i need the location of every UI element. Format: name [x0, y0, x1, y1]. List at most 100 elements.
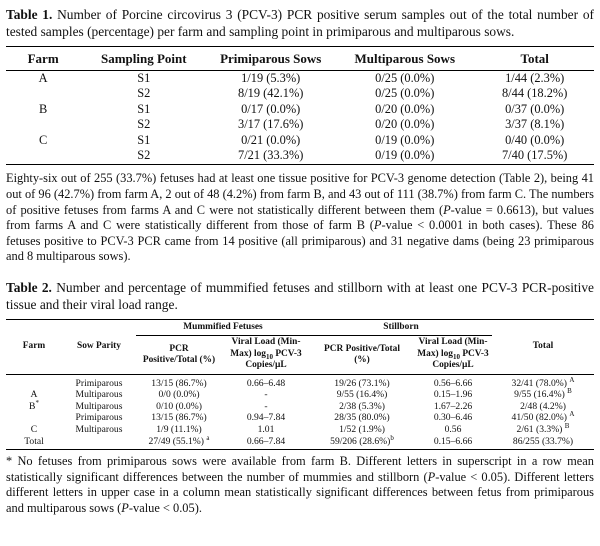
significance-letter: B [564, 421, 570, 430]
table2-cell-mum-pcr: 27/49 (55.1%) a [136, 433, 222, 451]
table1-header: Multiparous Sows [334, 46, 476, 71]
table2-cell-still-vl: 0.15–1.96 [433, 389, 473, 401]
table2: Farm Sow Parity Mummified Fetuses Stillb… [6, 318, 594, 451]
table2-cell-still-vl: 0.56 [444, 424, 462, 435]
table1-row: B S1 0/17 (0.0%) 0/20 (0.0%) 0/37 (0.0%) [6, 102, 594, 117]
table2-footnote: * No fetuses from primiparous sows were … [6, 454, 594, 516]
table1-cell [6, 117, 80, 132]
table2-cell-mum-vl: - [264, 389, 268, 401]
table1-cell: 3/17 (17.6%) [238, 117, 304, 132]
table2-header-mum-viral-load: Viral Load (Min-Max) log10 PCV-3 Copies/… [222, 335, 310, 375]
table2-cell-total: 2/61 (3.3%) B [492, 421, 594, 436]
table2-group-header-row: Farm Sow Parity Mummified Fetuses Stillb… [6, 318, 594, 375]
table2-cell-parity: Primiparous [75, 377, 123, 389]
table1-header: Sampling Point [80, 46, 208, 71]
table1-cell: 8/44 (18.2%) [501, 86, 568, 101]
significance-letter: b [390, 433, 394, 442]
table2-cell-farm: C [30, 424, 38, 435]
table1-cell: S2 [137, 117, 151, 132]
table1-caption: Table 1. Number of Porcine circovirus 3 … [6, 6, 594, 40]
table1-cell: 0/37 (0.0%) [505, 101, 565, 116]
table1-cell: B [39, 101, 48, 116]
table2-row: Primiparous 13/15 (86.7%) 0.66–6.48 19/2… [6, 374, 594, 389]
table1-cell: 1/44 (2.3%) [505, 71, 565, 85]
paragraph-text: -value = 0.6613), but values from farms … [6, 202, 594, 233]
table1-cell: 0/19 (0.0%) [334, 148, 476, 166]
table2-header-farm: Farm [6, 319, 62, 375]
table1-cell: 0/40 (0.0%) [505, 132, 565, 147]
table1-row: S2 8/19 (42.1%) 0/25 (0.0%) 8/44 (18.2%) [6, 86, 594, 101]
table2-header-still-viral-load: Viral Load (Min-Max) log10 PCV-3 Copies/… [414, 335, 492, 375]
table2-cell-farm: B* [6, 398, 62, 413]
table2-row: C Multiparous 1/9 (11.1%) 1.01 1/52 (1.9… [6, 421, 594, 436]
table2-cell-still-vl: 0.15–6.66 [414, 435, 492, 451]
table1-cell: 7/40 (17.5%) [475, 148, 594, 166]
table1-cell: 8/19 (42.1%) [238, 86, 304, 101]
table1: Farm Sampling Point Primiparous Sows Mul… [6, 46, 594, 166]
table2-row: B* Multiparous 0/10 (0.0%) - 2/38 (5.3%)… [6, 398, 594, 413]
table2-cell-still-pcr: 28/35 (80.0%) [334, 412, 390, 424]
table1-row: C S1 0/21 (0.0%) 0/19 (0.0%) 0/40 (0.0%) [6, 133, 594, 148]
table1-cell: A [38, 71, 48, 85]
footnote-marker: * [35, 398, 39, 407]
footnote-text: -value < 0.05). [128, 500, 202, 515]
table2-cell-still-pcr: 19/26 (73.1%) [334, 377, 390, 389]
table1-cell: S2 [137, 86, 151, 101]
table2-cell-still-pcr: 59/206 (28.6%)b [310, 433, 414, 451]
table2-header-still-pcr: PCR Positive/Total (%) [310, 335, 414, 375]
cell-text: 41/50 (82.0%) [511, 412, 567, 424]
table1-row: A S1 1/19 (5.3%) 0/25 (0.0%) 1/44 (2.3%) [6, 71, 594, 87]
table2-header-mum-pcr: PCR Positive/Total (%) [136, 335, 222, 375]
table2-cell-mum-pcr: 0/0 (0.0%) [158, 389, 200, 401]
significance-letter: a [206, 433, 210, 442]
significance-letter: B [567, 387, 572, 396]
table2-cell-still-vl: 0.56–6.66 [433, 377, 473, 389]
table2-group-mummified: Mummified Fetuses [136, 318, 310, 337]
table2-cell-farm [6, 374, 62, 389]
table2-cell-total: 41/50 (82.0%) A [492, 411, 594, 424]
table1-cell: 3/37 (8.1%) [505, 117, 565, 132]
table2-cell-farm: A [30, 389, 38, 401]
table1-cell: 0/25 (0.0%) [375, 86, 435, 101]
table2-cell-mum-vl: - [264, 400, 268, 412]
significance-letter: A [569, 375, 575, 384]
table1-cell: 0/17 (0.0%) [241, 101, 301, 116]
table1-cell: 7/21 (33.3%) [207, 148, 335, 166]
table2-cell-farm: Total [6, 435, 62, 451]
table1-cell: S1 [137, 132, 151, 147]
table2-cell-mum-vl: 0.66–7.84 [222, 435, 310, 451]
table1-cell [6, 86, 80, 101]
table1-header: Total [475, 46, 594, 71]
table2-cell-mum-pcr: 1/9 (11.1%) [156, 424, 202, 435]
table2-total-row: Total 27/49 (55.1%) a 0.66–7.84 59/206 (… [6, 433, 594, 451]
table2-cell-parity: Multiparous [75, 400, 123, 412]
table2-header-total: Total [492, 319, 594, 375]
p-value-symbol: P [427, 469, 436, 484]
table2-cell-mum-vl: 0.94–7.84 [246, 412, 286, 424]
cell-text: 2/61 (3.3%) [516, 424, 563, 435]
header-subscript: 10 [265, 352, 273, 361]
table1-header-row: Farm Sampling Point Primiparous Sows Mul… [6, 46, 594, 71]
table2-sub-header-row: PCR Positive/Total (%) Viral Load (Min-M… [6, 335, 594, 375]
table2-cell-parity: Multiparous [75, 389, 123, 401]
header-text: Viral Load (Min-Max) log [417, 337, 488, 359]
header-text: PCV-3 Copies/µL [432, 348, 489, 371]
table1-cell: 0/25 (0.0%) [375, 71, 435, 85]
table2-cell-mum-pcr: 13/15 (86.7%) [151, 412, 207, 424]
table2-row: Primiparous 13/15 (86.7%) 0.94–7.84 28/3… [6, 411, 594, 424]
table2-caption: Table 2. Number and percentage of mummif… [6, 279, 594, 313]
table2-cell-total: 2/48 (4.2%) [520, 400, 566, 412]
table2-cell-parity: Primiparous [75, 412, 123, 424]
table1-label: Table 1. [6, 7, 53, 22]
table1-cell: 0/20 (0.0%) [375, 117, 435, 132]
cell-text: B [29, 400, 36, 412]
table2-header-parity: Sow Parity [62, 319, 136, 375]
table2-cell-total: 86/255 (33.7%) [492, 435, 594, 451]
table2-group-stillborn: Stillborn [310, 318, 492, 337]
table2-caption-text: Number and percentage of mummified fetus… [6, 280, 594, 312]
table1-row: S2 3/17 (17.6%) 0/20 (0.0%) 3/37 (8.1%) [6, 117, 594, 132]
table1-caption-text: Number of Porcine circovirus 3 (PCV-3) P… [6, 7, 594, 39]
table2-cell-still-pcr: 1/52 (1.9%) [339, 424, 385, 435]
table2-cell-mum-pcr: 0/10 (0.0%) [156, 400, 202, 412]
table1-cell: C [39, 132, 48, 147]
